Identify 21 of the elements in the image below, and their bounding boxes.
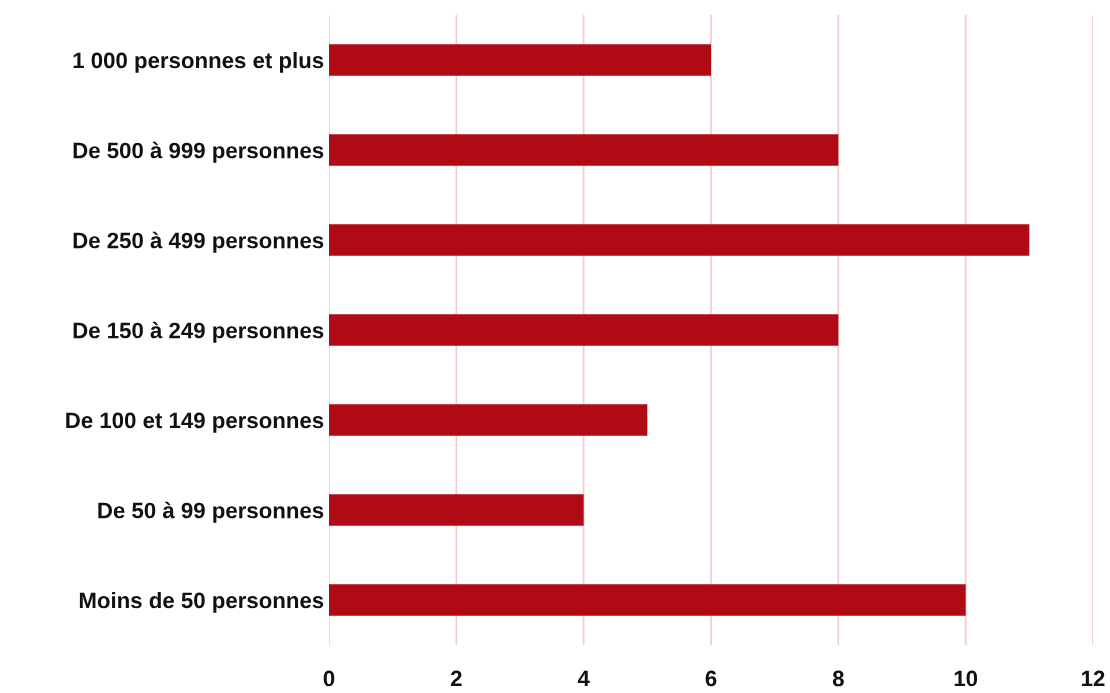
- x-tick-label: 8: [832, 670, 844, 687]
- bar: [329, 404, 648, 436]
- x-tick-label: 4: [577, 670, 590, 687]
- x-tick-label: 10: [954, 670, 978, 687]
- y-tick-label: 1 000 personnes et plus: [73, 51, 324, 73]
- y-tick-label: De 250 à 499 personnes: [73, 231, 324, 253]
- bar: [329, 44, 711, 76]
- x-tick-label: 6: [705, 670, 717, 687]
- y-tick-label: De 500 à 999 personnes: [73, 141, 324, 163]
- bar: [329, 584, 966, 616]
- bar: [329, 224, 1030, 256]
- y-tick-label: De 50 à 99 personnes: [98, 501, 324, 523]
- bar: [329, 134, 839, 166]
- bar: [329, 494, 584, 526]
- x-tick-label: 12: [1082, 670, 1105, 687]
- bar: [329, 314, 839, 346]
- y-tick-label: De 100 et 149 personnes: [66, 412, 324, 433]
- x-tick-label: 0: [323, 670, 335, 687]
- y-tick-label: Moins de 50 personnes: [79, 591, 324, 613]
- y-tick-label: De 150 à 249 personnes: [73, 321, 324, 343]
- x-tick-label: 2: [450, 670, 462, 687]
